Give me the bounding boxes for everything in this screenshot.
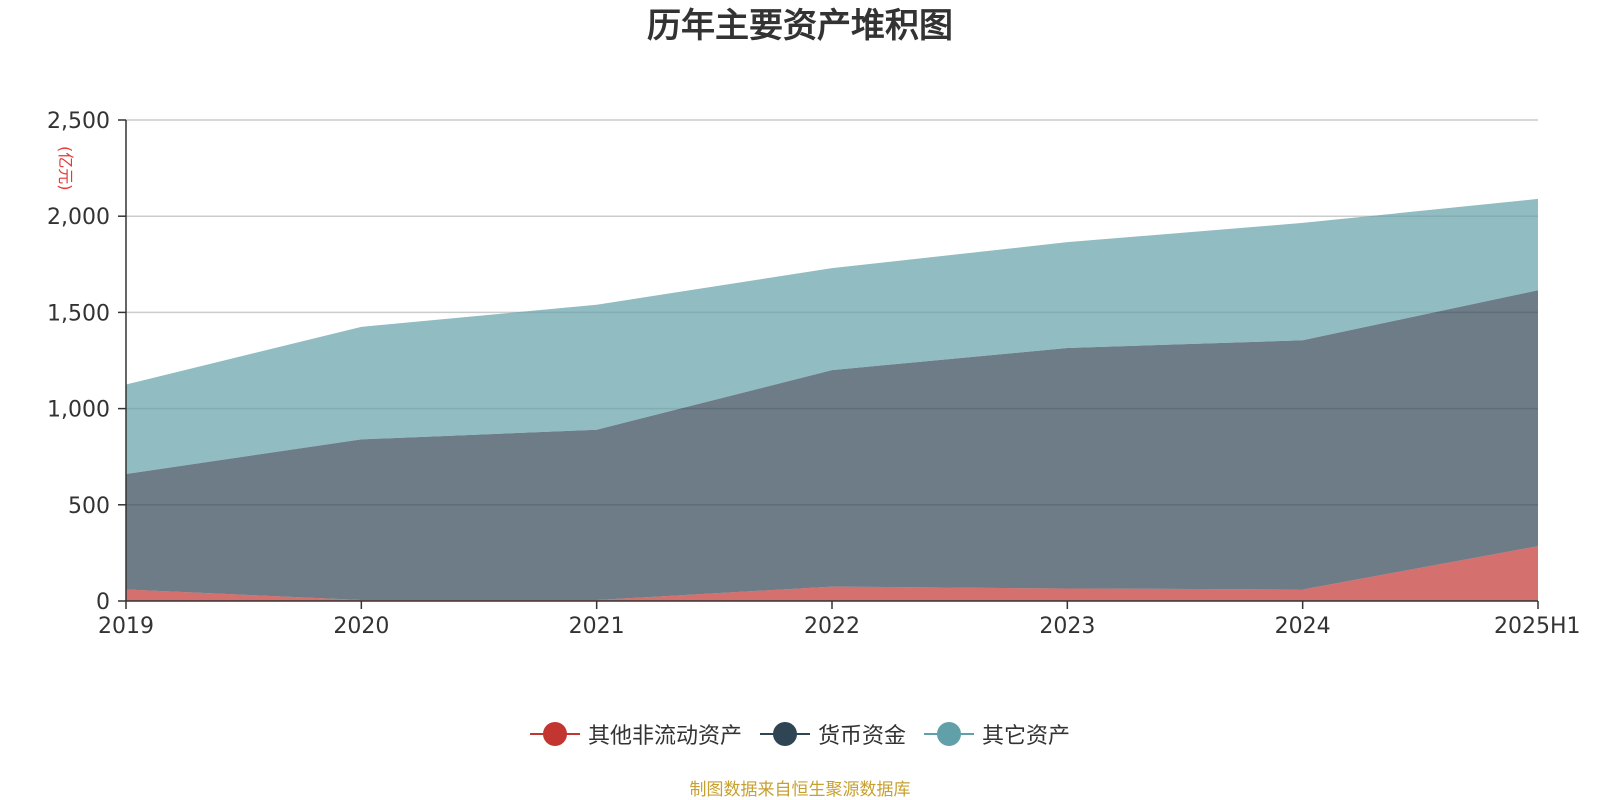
legend-label: 其它资产 bbox=[982, 724, 1071, 749]
area-其他非流动资产 bbox=[126, 546, 1538, 601]
x-tick-label: 2021 bbox=[569, 614, 625, 639]
axes bbox=[118, 119, 1539, 609]
legend-label: 其他非流动资产 bbox=[587, 724, 742, 749]
x-tick-label: 2020 bbox=[333, 614, 389, 639]
area-货币资金 bbox=[126, 290, 1538, 601]
x-tick-label: 2019 bbox=[98, 614, 154, 639]
legend-label: 货币资金 bbox=[817, 724, 906, 749]
chart-title: 历年主要资产堆积图 bbox=[647, 6, 953, 46]
y-tick-label: 1,000 bbox=[47, 398, 110, 423]
legend-marker-icon bbox=[924, 722, 974, 746]
x-tick-label: 2025H1 bbox=[1494, 614, 1581, 639]
legend-item[interactable]: 货币资金 bbox=[759, 718, 906, 750]
y-tick-label: 500 bbox=[68, 494, 110, 519]
y-tick-label: 2,500 bbox=[47, 109, 110, 134]
x-tick-label: 2022 bbox=[804, 614, 860, 639]
legend-item[interactable]: 其他非流动资产 bbox=[529, 718, 742, 750]
x-tick-label: 2024 bbox=[1275, 614, 1331, 639]
legend-item[interactable]: 其它资产 bbox=[924, 718, 1070, 750]
y-tick-label: 0 bbox=[96, 590, 110, 615]
legend-marker-icon bbox=[529, 722, 580, 746]
legend: 其他非流动资产 货币资金 其它资产 bbox=[0, 718, 1600, 750]
stacked-area-chart: 0 500 1,000 1,500 2,000 2,500 2019 2020 2021 2022… bbox=[47, 109, 1581, 639]
y-axis-unit-label: (亿元) bbox=[56, 146, 75, 191]
source-note: 制图数据来自恒生聚源数据库 bbox=[689, 780, 911, 800]
tick-labels: 0 500 1,000 1,500 2,000 2,500 2019 2020 2021 2022… bbox=[47, 109, 1581, 639]
x-tick-label: 2023 bbox=[1039, 614, 1095, 639]
area-其它资产 bbox=[126, 198, 1538, 475]
y-tick-label: 1,500 bbox=[47, 301, 110, 326]
y-tick-label: 2,000 bbox=[47, 205, 110, 230]
area-series bbox=[126, 198, 1538, 601]
legend-marker-icon bbox=[759, 722, 810, 746]
